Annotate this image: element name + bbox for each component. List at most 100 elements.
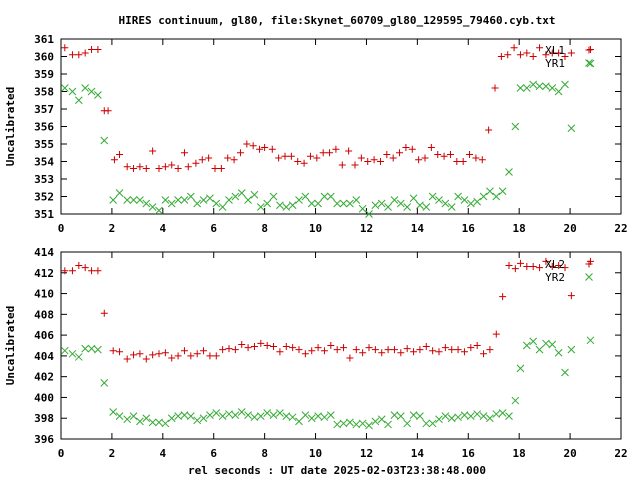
data-point	[466, 199, 475, 208]
data-point	[87, 344, 96, 353]
data-point	[94, 345, 102, 354]
data-point	[130, 165, 138, 172]
data-point	[81, 344, 90, 353]
data-point	[225, 410, 233, 418]
data-point	[548, 263, 556, 271]
data-point	[454, 346, 462, 354]
data-point	[396, 149, 404, 157]
data-point	[555, 49, 563, 57]
data-point	[81, 84, 90, 92]
y-tick-label: 356	[34, 121, 54, 134]
data-point	[511, 122, 520, 131]
y-tick-label: 351	[34, 208, 54, 221]
y-tick-label: 408	[34, 308, 54, 321]
data-point	[523, 49, 531, 57]
data-point	[276, 409, 284, 417]
data-point	[340, 344, 348, 352]
plot-frame	[60, 38, 622, 215]
data-point	[100, 379, 109, 387]
y-tick-label: 400	[34, 391, 54, 404]
data-point	[536, 264, 544, 272]
data-point	[149, 147, 157, 155]
data-point	[459, 158, 467, 165]
data-point	[199, 196, 208, 204]
data-point	[212, 352, 220, 360]
data-point	[403, 345, 411, 353]
data-point	[301, 350, 309, 358]
data-point	[250, 190, 259, 199]
data-point	[351, 161, 359, 169]
data-point	[376, 158, 384, 165]
data-point	[561, 80, 569, 89]
data-point	[460, 411, 469, 419]
data-point	[446, 151, 454, 158]
data-point	[281, 152, 289, 160]
data-point	[263, 409, 272, 417]
data-point	[263, 342, 271, 349]
data-point	[390, 196, 399, 204]
data-point	[441, 412, 450, 420]
data-point	[276, 201, 284, 210]
data-point	[249, 142, 257, 150]
data-point	[115, 189, 124, 197]
data-point	[301, 411, 310, 419]
data-point	[276, 348, 284, 356]
data-point	[486, 414, 494, 423]
data-point	[288, 201, 297, 210]
data-point	[287, 152, 295, 160]
data-point	[100, 136, 109, 145]
data-point	[180, 347, 188, 355]
data-point	[536, 44, 544, 52]
x-tick-label: 6	[210, 222, 217, 235]
data-point	[161, 419, 170, 428]
data-point	[478, 156, 486, 164]
data-point	[186, 192, 195, 201]
data-point	[441, 344, 449, 352]
x-tick-label: 10	[309, 222, 322, 235]
data-point	[149, 351, 157, 359]
data-point	[416, 201, 424, 210]
y-tick-label: 412	[34, 267, 54, 280]
data-point	[295, 346, 303, 354]
data-point	[100, 309, 108, 317]
data-point	[282, 412, 291, 420]
data-point	[498, 409, 507, 417]
data-point	[268, 145, 276, 153]
data-point	[561, 53, 569, 60]
data-point	[389, 154, 397, 162]
bottom-plot-panel: 396 398 400 402 404 406 408 410 412 414 0 2 4 6 8 10 12 1…	[4, 246, 628, 460]
data-point	[148, 418, 157, 427]
data-point	[193, 416, 202, 425]
x-tick-label: 22	[614, 222, 627, 235]
data-point	[270, 343, 278, 351]
top-plot-panel: 351 352 353 354 355 356 357 358 359 360 361 0 2 4 6 8 10…	[4, 33, 628, 235]
data-point	[346, 418, 354, 427]
data-point	[218, 203, 227, 211]
data-point	[269, 411, 278, 419]
data-point	[275, 154, 283, 162]
data-point	[205, 154, 213, 162]
data-point	[319, 149, 327, 157]
data-point	[333, 346, 341, 354]
data-point	[142, 414, 151, 423]
x-tick-label: 2	[109, 447, 116, 460]
data-point	[548, 84, 557, 92]
data-point	[460, 348, 468, 356]
data-point	[511, 396, 520, 405]
data-point	[416, 412, 424, 420]
y-tick-label: 352	[34, 191, 54, 204]
data-point	[116, 348, 124, 356]
data-point	[561, 368, 569, 377]
y-tick-label: 353	[34, 173, 54, 186]
data-point	[320, 413, 329, 422]
data-point	[87, 87, 96, 96]
x-axis-label: rel seconds : UT date 2025-02-03T23:38:4…	[188, 464, 486, 477]
data-point	[142, 165, 150, 172]
x-tick-label: 12	[360, 447, 373, 460]
chart-title: HIRES continuum, gl80, file:Skynet_60709…	[118, 14, 555, 27]
x-tick-label: 8	[261, 447, 268, 460]
x-tick-label: 8	[261, 222, 268, 235]
y-tick-label: 404	[34, 350, 54, 363]
data-point	[567, 292, 575, 300]
y-axis-label: Uncalibrated	[4, 306, 17, 385]
